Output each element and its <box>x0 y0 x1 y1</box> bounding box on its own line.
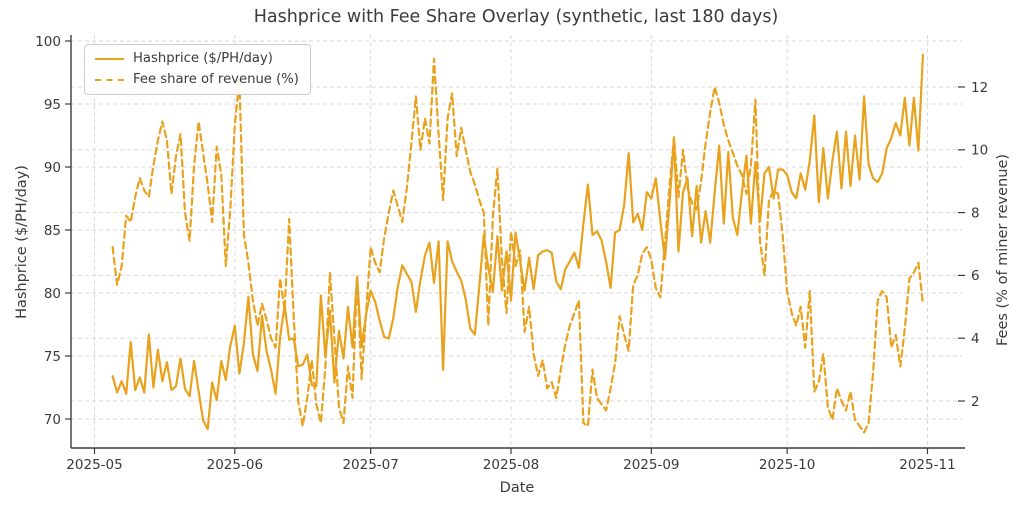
x-tick-label: 2025-08 <box>483 457 539 473</box>
left-tick-label: 90 <box>44 160 61 176</box>
x-tick-label: 2025-11 <box>899 457 955 473</box>
left-axis-label: Hashprice ($/PH/day) <box>14 165 30 319</box>
x-tick-label: 2025-09 <box>623 457 679 473</box>
left-tick-label: 95 <box>44 97 61 113</box>
right-tick-label: 6 <box>971 268 980 284</box>
x-tick-label: 2025-05 <box>66 457 122 473</box>
x-tick-label: 2025-10 <box>759 457 815 473</box>
fee-share-line <box>111 57 925 434</box>
right-tick-label: 2 <box>971 394 980 410</box>
left-tick-label: 85 <box>44 223 61 239</box>
x-tick-label: 2025-07 <box>342 457 398 473</box>
legend-item-fee-share: Fee share of revenue (%) <box>95 71 300 88</box>
chart-title: Hashprice with Fee Share Overlay (synthe… <box>253 7 779 27</box>
legend-label-fee-share: Fee share of revenue (%) <box>133 72 299 87</box>
legend-label-hashprice: Hashprice ($/PH/day) <box>133 51 273 66</box>
right-axis-label: Fees (% of miner revenue) <box>995 153 1011 347</box>
right-tick-label: 8 <box>971 205 980 221</box>
left-tick-label: 75 <box>44 349 61 365</box>
left-tick-label: 80 <box>44 286 61 302</box>
hashprice-line-swatch-icon <box>95 57 124 60</box>
right-tick-label: 12 <box>971 80 988 96</box>
fee-share-line-swatch-icon <box>95 78 124 81</box>
left-tick-label: 100 <box>35 34 61 50</box>
x-axis-label: Date <box>499 480 535 496</box>
x-tick-label: 2025-06 <box>207 457 263 473</box>
legend-item-hashprice: Hashprice ($/PH/day) <box>95 50 300 67</box>
legend: Hashprice ($/PH/day) Fee share of revenu… <box>84 44 311 95</box>
left-tick-label: 70 <box>44 412 61 428</box>
right-tick-label: 10 <box>971 143 988 159</box>
right-tick-label: 4 <box>971 331 980 347</box>
hashprice-line <box>111 53 925 431</box>
